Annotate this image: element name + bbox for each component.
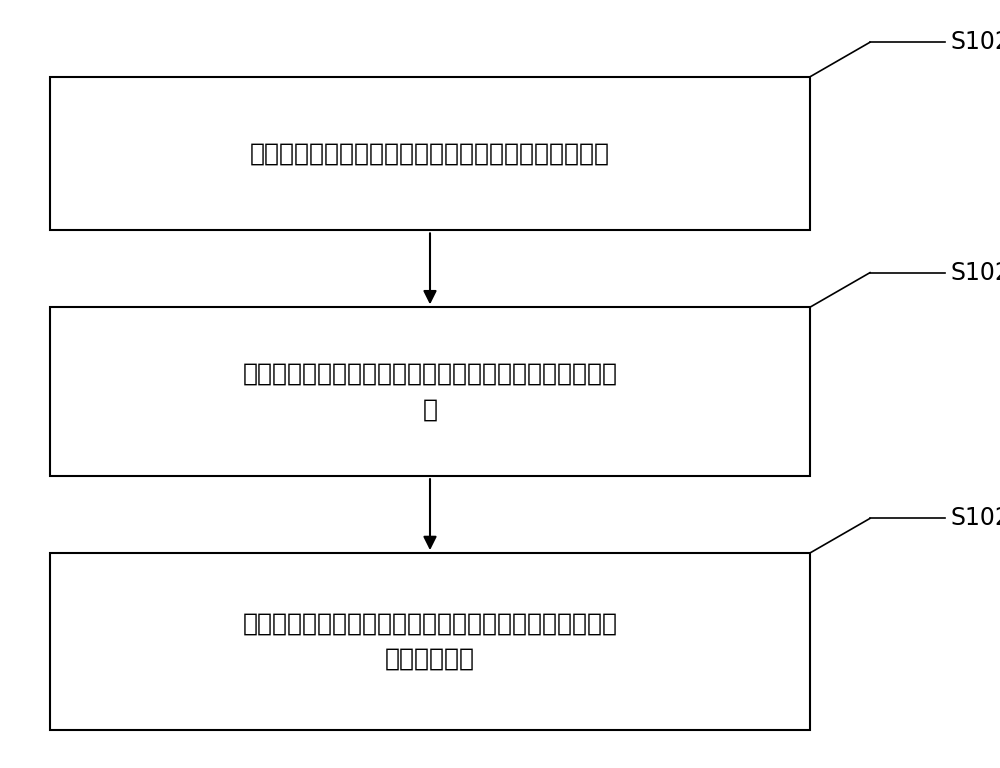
Text: S1023: S1023	[950, 506, 1000, 531]
Text: S1022: S1022	[950, 260, 1000, 285]
Bar	[50, 77, 810, 230]
Bar	[50, 553, 810, 730]
Bar	[50, 307, 810, 476]
Text: 基于确定出的断点将待分析的胎心率曲线截取为多个曲线
段: 基于确定出的断点将待分析的胎心率曲线截取为多个曲线 段	[242, 362, 618, 422]
Text: 从多个曲线段中选取出同时满足第一筛选条件和第二筛选
条件的曲线段: 从多个曲线段中选取出同时满足第一筛选条件和第二筛选 条件的曲线段	[242, 611, 618, 671]
Text: 在待分析的胎心率曲线中确定时长大于第一阈值的断点: 在待分析的胎心率曲线中确定时长大于第一阈值的断点	[250, 141, 610, 166]
Text: S1021: S1021	[950, 30, 1000, 55]
